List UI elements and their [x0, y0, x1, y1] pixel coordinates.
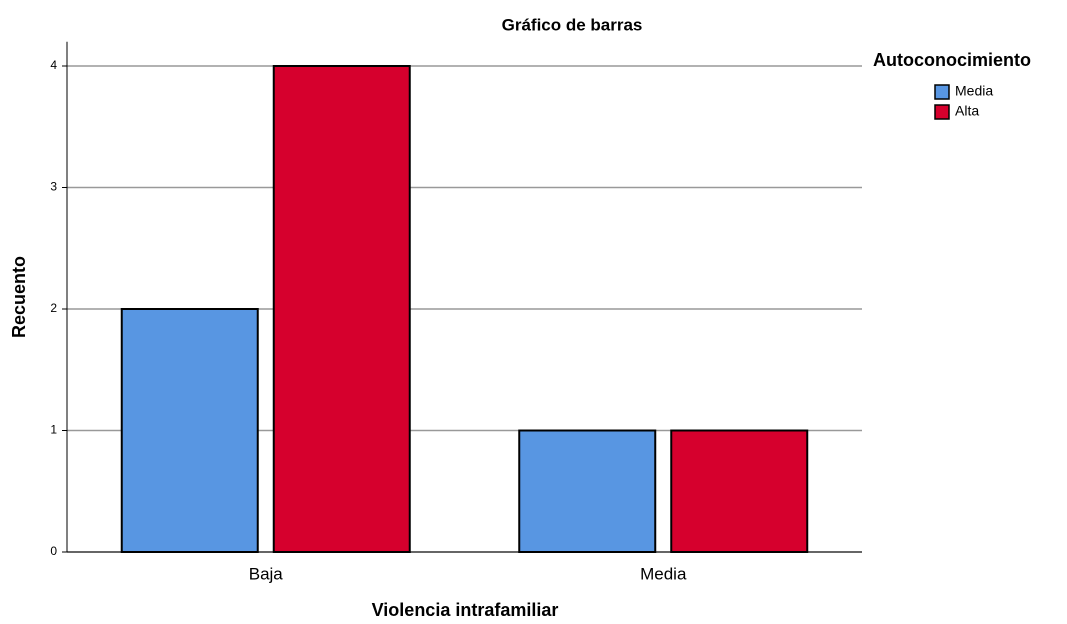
legend-label: Alta	[955, 103, 979, 119]
y-tick-label: 4	[50, 58, 57, 72]
legend-swatch	[934, 84, 950, 100]
legend-title: Autoconocimiento	[873, 50, 1031, 70]
bar	[518, 429, 657, 553]
x-axis-label: Violencia intrafamiliar	[372, 600, 559, 620]
y-tick-label: 3	[50, 180, 57, 194]
y-tick-label: 1	[50, 423, 57, 437]
bar	[120, 308, 259, 553]
y-tick-label: 2	[50, 301, 57, 315]
x-tick-label: Media	[640, 564, 687, 583]
legend-label: Media	[955, 83, 993, 99]
bar	[670, 429, 809, 553]
y-tick-label: 0	[50, 544, 57, 558]
legend-swatch	[934, 104, 950, 120]
y-axis-label: Recuento	[9, 256, 29, 338]
bar	[272, 65, 411, 553]
x-tick-label: Baja	[249, 564, 284, 583]
chart-title: Gráfico de barras	[502, 15, 643, 34]
